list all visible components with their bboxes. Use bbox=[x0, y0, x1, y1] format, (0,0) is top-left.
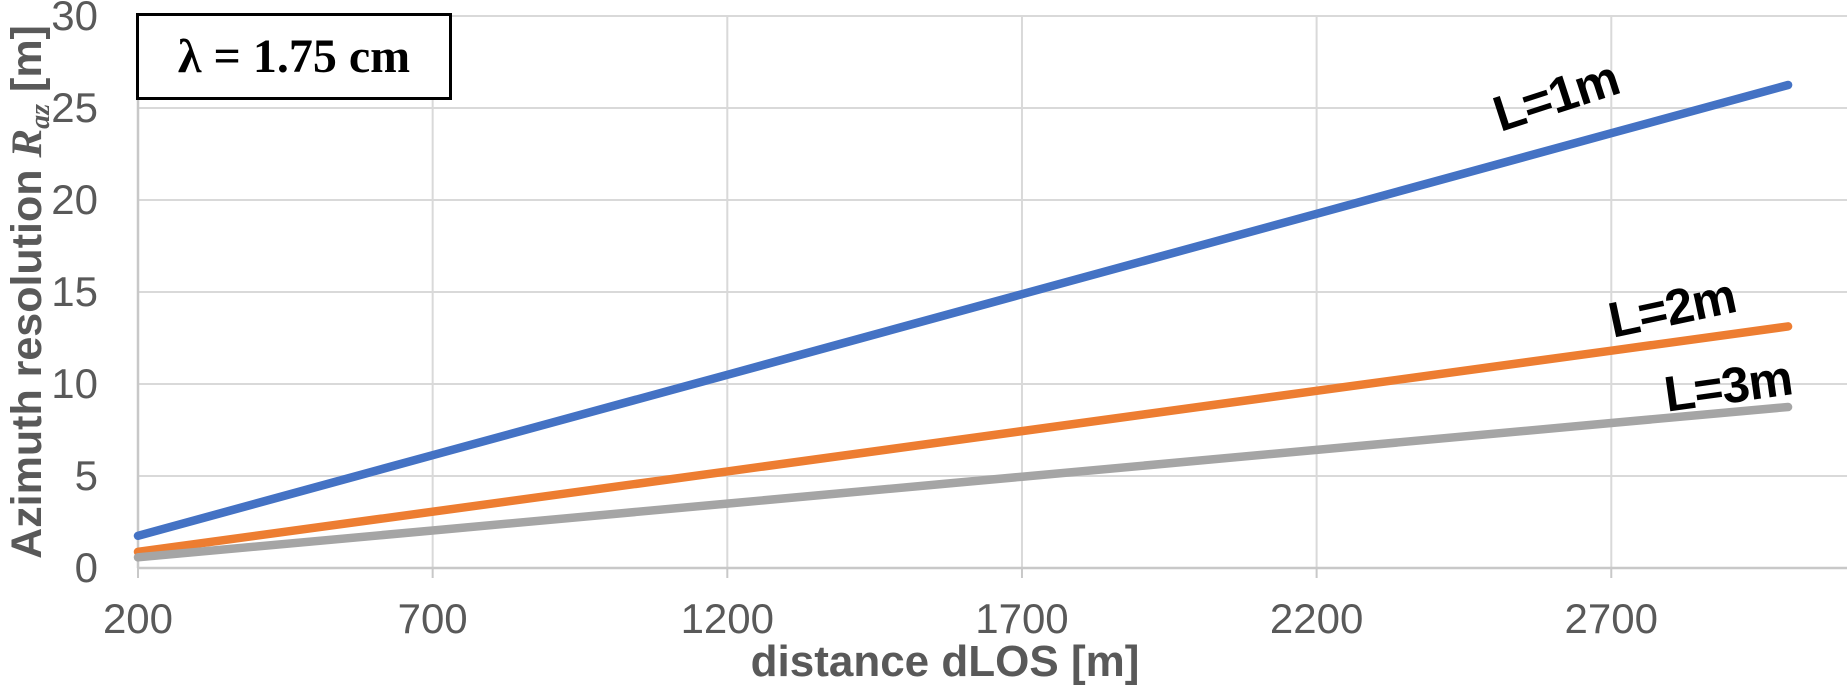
y-tick-label: 15 bbox=[51, 268, 98, 315]
y-tick-label: 30 bbox=[51, 0, 98, 39]
series-line-L=1m bbox=[133, 80, 1793, 541]
wavelength-annotation: λ = 1.75 cm bbox=[177, 30, 411, 83]
y-tick-label: 0 bbox=[74, 544, 98, 591]
x-tick-label: 1700 bbox=[975, 595, 1069, 642]
y-axis-title-unit: [m] bbox=[3, 25, 51, 92]
x-axis-title-text: distance dLOS bbox=[750, 637, 1059, 686]
x-axis-title: distance dLOS [m] bbox=[751, 637, 1140, 687]
series-line-L=2m bbox=[133, 322, 1793, 557]
x-tick-label: 2200 bbox=[1269, 595, 1364, 642]
x-tick-label: 200 bbox=[102, 595, 174, 642]
y-tick-label: 20 bbox=[51, 176, 98, 223]
y-tick-label: 5 bbox=[74, 452, 98, 499]
x-tick-label: 2700 bbox=[1564, 595, 1658, 642]
series-line-L=3m bbox=[133, 402, 1793, 562]
y-tick-label: 25 bbox=[51, 84, 98, 131]
y-axis-title-text: Azimuth resolution bbox=[3, 169, 51, 559]
y-tick-label: 10 bbox=[51, 360, 98, 407]
annotation-box: λ = 1.75 cm bbox=[136, 13, 452, 100]
y-axis-title: Azimuth resolution Raz [m] bbox=[3, 25, 57, 559]
y-axis-symbol: R bbox=[4, 128, 51, 158]
x-axis-title-unit: [m] bbox=[1070, 637, 1140, 686]
x-tick-label: 1200 bbox=[680, 595, 775, 642]
x-tick-label: 700 bbox=[397, 595, 468, 642]
y-axis-symbol-subscript: az bbox=[25, 103, 56, 129]
